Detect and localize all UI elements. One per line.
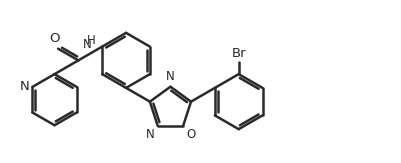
Text: N: N bbox=[146, 128, 154, 141]
Text: O: O bbox=[49, 32, 59, 45]
Text: Br: Br bbox=[231, 47, 245, 60]
Text: O: O bbox=[186, 128, 195, 141]
Text: N: N bbox=[83, 37, 91, 51]
Text: N: N bbox=[20, 80, 29, 93]
Text: H: H bbox=[87, 34, 95, 47]
Text: N: N bbox=[166, 70, 174, 83]
